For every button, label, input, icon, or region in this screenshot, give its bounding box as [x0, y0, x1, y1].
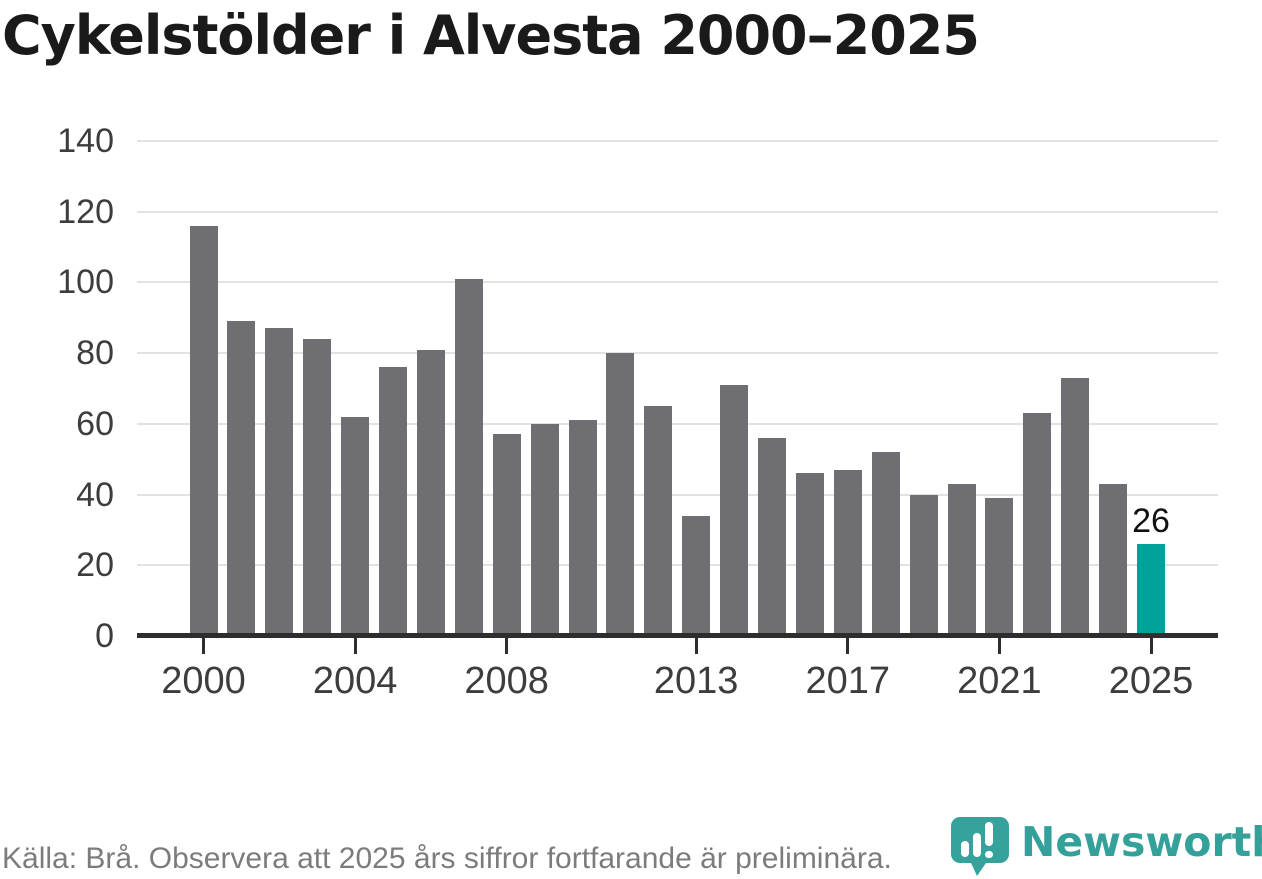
bar-2007: [454, 279, 483, 636]
y-axis-tick-label: 80: [76, 334, 114, 373]
bar-2006: [416, 350, 445, 636]
bar-2016: [795, 473, 824, 636]
bar-2020: [947, 484, 976, 636]
bar-2003: [303, 339, 332, 636]
gridline-y-40: [137, 493, 1218, 496]
bar-2004: [341, 417, 370, 636]
x-axis-tick-label: 2025: [1108, 660, 1194, 702]
source-note: Källa: Brå. Observera att 2025 års siffr…: [2, 842, 892, 875]
newsworthy-wordmark: Newsworthy: [1021, 818, 1262, 866]
bar-2022: [1023, 413, 1052, 636]
x-axis-tick-label: 2008: [464, 660, 549, 702]
bar-2017: [833, 470, 862, 636]
bar-2000: [189, 226, 218, 636]
bar-2008: [492, 434, 521, 636]
newsworthy-pin-barchart-logo-icon: [951, 817, 1009, 876]
chart-title: Cykelstölder i Alvesta 2000–2025: [2, 4, 980, 67]
y-axis-tick-label: 100: [57, 263, 114, 302]
y-axis-tick-label: 140: [57, 122, 114, 160]
bar-2002: [265, 328, 294, 636]
x-axis-tick-label: 2004: [312, 660, 398, 702]
bar-2023: [1061, 378, 1090, 636]
bar-2014: [720, 385, 749, 636]
y-axis-tick-label: 60: [76, 404, 114, 443]
x-axis-baseline: [137, 633, 1218, 638]
gridline-y-120: [137, 210, 1218, 213]
bar-2024: [1099, 484, 1128, 636]
bar-2012: [644, 406, 673, 636]
x-axis-tick-2017: [846, 638, 850, 654]
bar-2010: [568, 420, 597, 636]
gridline-y-60: [137, 422, 1218, 425]
gridline-y-140: [137, 140, 1218, 142]
highlight-value-label: 26: [1132, 502, 1170, 541]
bar-2009: [530, 424, 559, 636]
x-axis-tick-label: 2013: [653, 660, 739, 702]
x-axis-tick-2013: [694, 638, 698, 654]
gridline-y-20: [137, 564, 1218, 567]
bar-2025: [1137, 544, 1165, 636]
bar-2018: [871, 452, 900, 636]
bar-2021: [985, 498, 1014, 636]
x-axis-tick-2004: [353, 638, 357, 654]
y-axis-tick-label: 40: [76, 475, 114, 514]
x-axis-tick-2000: [202, 638, 205, 654]
x-axis-tick-2025: [1149, 638, 1153, 654]
bar-2019: [909, 495, 938, 636]
gridline-y-100: [137, 281, 1218, 284]
y-axis-tick-label: 120: [57, 192, 114, 231]
x-axis-tick-2021: [997, 638, 1001, 654]
bar-2005: [379, 367, 407, 636]
x-axis-tick-label: 2021: [957, 660, 1042, 702]
x-axis-tick-label: 2017: [805, 660, 891, 702]
y-axis-tick-label: 0: [95, 617, 114, 655]
gridline-y-80: [137, 352, 1218, 355]
bar-2001: [227, 321, 256, 636]
x-axis-tick-2008: [505, 638, 509, 654]
bar-2011: [606, 353, 635, 636]
bar-2015: [758, 438, 786, 636]
bar-2013: [682, 516, 711, 636]
x-axis-tick-label: 2000: [161, 660, 246, 702]
y-axis-tick-label: 20: [76, 546, 114, 585]
